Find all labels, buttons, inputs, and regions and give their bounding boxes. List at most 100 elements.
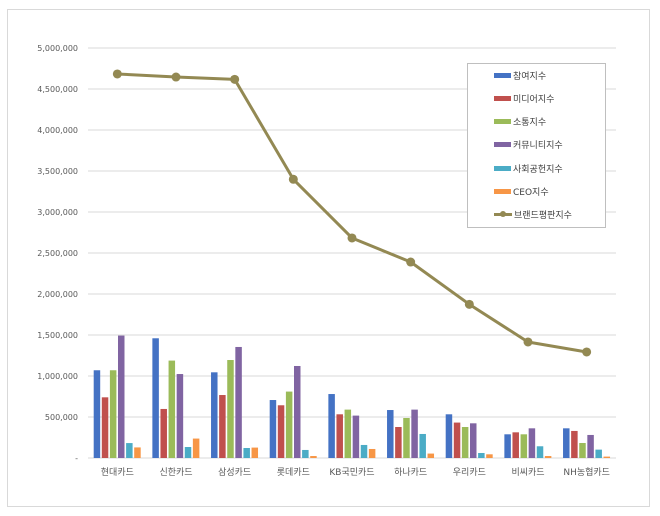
x-tick-label: NH농협카드 [563,466,610,478]
bar [427,453,435,458]
bar [176,374,184,458]
bar [269,400,277,458]
y-tick-label: 2,500,000 [37,249,78,258]
bar [587,434,594,458]
bar [294,365,301,458]
line-marker [230,74,240,84]
line-marker [347,233,357,243]
legend-item-community: 커뮤니티지수 [494,137,563,151]
bar-group [563,428,611,458]
bar [478,452,485,458]
bar [470,423,477,458]
bar [126,443,133,458]
y-tick-label: 2,000,000 [37,290,78,299]
bar [109,370,117,458]
bar-group [328,394,376,458]
legend-label: 소통지수 [513,117,547,128]
y-tick-label: 500,000 [45,413,78,422]
bar [93,370,101,458]
bar [168,360,176,458]
legend-swatch [494,141,511,147]
bar [563,428,570,458]
bar [360,444,368,458]
legend-item-communication: 소통지수 [494,114,546,128]
bar [344,409,352,458]
bar [328,394,335,458]
legend-swatch [494,188,511,194]
legend-item-ceo: CEO지수 [494,184,549,198]
bar-group [93,335,141,458]
legend-swatch [494,118,511,124]
bar [227,360,234,458]
legend-item-participation: 참여지수 [494,68,546,82]
y-tick-label: 3,500,000 [37,167,78,176]
legend-label: 브랜드평판지수 [514,210,572,221]
bar [453,422,461,458]
x-tick-label: 우리카드 [453,467,486,478]
legend-swatch [494,72,511,78]
bar [403,417,410,458]
legend-label: 커뮤니티지수 [513,140,563,151]
y-tick-label: 5,000,000 [37,44,78,53]
bar [368,448,376,458]
bar [118,335,125,458]
y-tick-label: - [75,454,78,463]
bar [536,446,544,458]
line-marker [464,299,474,309]
line-marker [523,337,533,347]
y-tick-label: 1,500,000 [37,331,78,340]
y-tick-label: 1,000,000 [37,372,78,381]
legend-label: 참여지수 [513,71,547,82]
x-axis-labels: 현대카드 신한카드 삼성카드 롯데카드 KB국민카드 하나카드 우리카드 비씨카드 NH농협카드 [101,466,610,478]
line-marker [582,347,592,357]
bar [486,454,493,458]
bar [184,447,192,458]
bar [520,434,528,458]
bar [302,449,309,458]
y-axis-ticks: - 500,000 1,000,000 1,500,000 2,000,000 2,500… [37,44,78,463]
bar-series [93,335,611,458]
bar [285,391,293,458]
y-tick-label: 4,500,000 [37,85,78,94]
bar [544,456,552,458]
bar [352,415,360,458]
bar [336,414,343,458]
legend-swatch [494,95,511,101]
bar [528,428,536,458]
x-tick-label: 하나카드 [394,467,427,478]
bar [219,395,226,458]
bar [595,449,602,458]
bar [310,456,317,458]
bar [277,405,285,458]
bar [211,372,218,458]
legend-label: 미디어지수 [513,94,555,105]
legend-item-social-contribution: 사회공헌지수 [494,161,563,175]
bar-group [152,338,200,458]
x-tick-label: KB국민카드 [329,467,374,478]
line-marker [406,257,416,267]
bar [160,408,167,458]
legend-label: 사회공헌지수 [513,164,563,175]
bar [571,430,578,458]
legend-item-media: 미디어지수 [494,91,554,105]
brand-line-series [112,69,592,357]
bar [152,338,159,458]
bar-group [269,365,317,458]
y-tick-label: 4,000,000 [37,126,78,135]
bar [387,410,394,458]
legend-swatch [494,165,511,171]
line-marker [288,174,298,184]
bar [101,397,109,458]
bar [504,434,511,458]
legend-line-marker-icon [494,210,512,217]
bar [445,414,453,458]
legend-item-brand-reputation: 브랜드평판지수 [494,207,572,221]
bar [512,432,519,458]
bar [134,447,141,458]
bar [419,433,426,458]
bar [251,447,259,458]
bar-group [211,346,259,458]
bar-group [387,409,435,458]
bar [461,427,469,458]
legend-label: CEO지수 [513,187,549,198]
